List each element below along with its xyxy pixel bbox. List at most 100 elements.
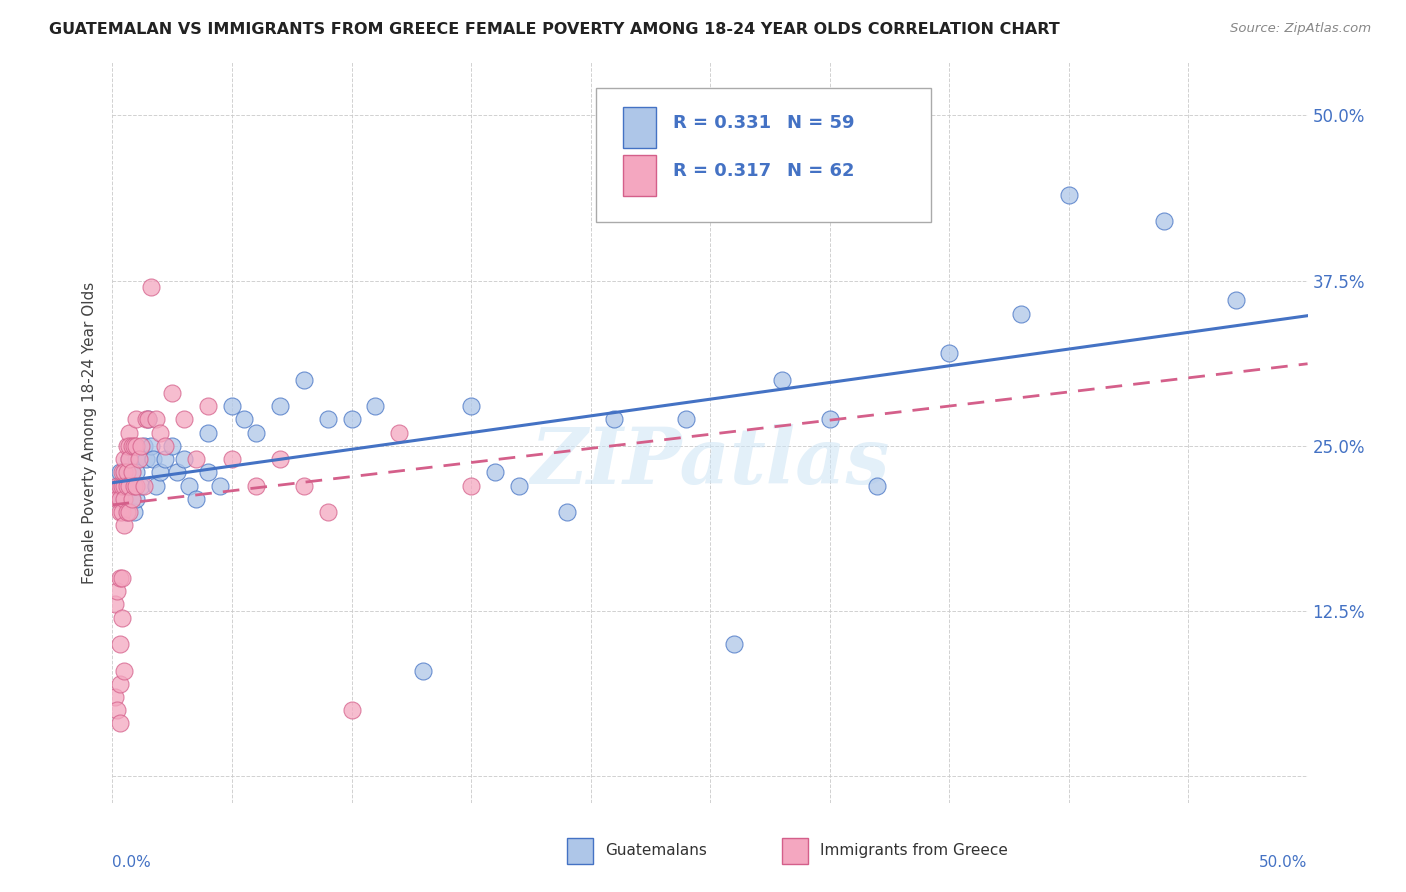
Point — [122, 505, 145, 519]
Point — [138, 412, 160, 426]
Point — [460, 478, 482, 492]
Point — [114, 518, 135, 533]
Point — [135, 452, 157, 467]
Point — [364, 399, 387, 413]
Point — [111, 611, 134, 625]
Point — [114, 478, 135, 492]
Point — [129, 478, 152, 492]
Point — [125, 439, 148, 453]
Point — [115, 505, 138, 519]
Point — [121, 439, 143, 453]
Point — [105, 584, 128, 599]
Point — [125, 412, 148, 426]
Point — [105, 703, 128, 717]
Point — [221, 399, 243, 413]
Point — [142, 452, 165, 467]
Point — [340, 703, 363, 717]
Point — [118, 425, 141, 440]
Point — [114, 465, 135, 479]
Bar — [623, 107, 657, 147]
Point — [108, 677, 131, 691]
Point — [114, 491, 135, 506]
Point — [105, 478, 128, 492]
Point — [105, 478, 128, 492]
Point — [938, 346, 960, 360]
Bar — [782, 838, 808, 863]
Point — [115, 478, 138, 492]
Point — [108, 491, 131, 506]
Point — [128, 452, 150, 467]
Text: GUATEMALAN VS IMMIGRANTS FROM GREECE FEMALE POVERTY AMONG 18-24 YEAR OLDS CORREL: GUATEMALAN VS IMMIGRANTS FROM GREECE FEM… — [49, 22, 1060, 37]
Point — [603, 412, 626, 426]
Point — [1057, 187, 1080, 202]
Point — [186, 452, 208, 467]
Point — [121, 491, 143, 506]
Point — [115, 505, 138, 519]
Point — [186, 491, 208, 506]
Point — [121, 465, 143, 479]
Point — [1225, 293, 1247, 308]
Point — [388, 425, 411, 440]
Point — [111, 505, 134, 519]
Point — [135, 412, 157, 426]
Point — [770, 373, 793, 387]
Point — [114, 478, 135, 492]
Text: Source: ZipAtlas.com: Source: ZipAtlas.com — [1230, 22, 1371, 36]
Point — [114, 452, 135, 467]
Point — [111, 571, 134, 585]
Point — [108, 478, 131, 492]
Point — [111, 478, 134, 492]
Point — [105, 491, 128, 506]
Point — [114, 664, 135, 678]
Point — [723, 637, 745, 651]
Point — [149, 465, 172, 479]
Point — [138, 412, 160, 426]
Point — [129, 439, 152, 453]
Point — [108, 637, 131, 651]
Point — [108, 465, 131, 479]
Point — [114, 465, 135, 479]
Point — [118, 452, 141, 467]
Point — [115, 478, 138, 492]
Point — [177, 478, 200, 492]
Text: N = 62: N = 62 — [786, 162, 853, 180]
Point — [412, 664, 434, 678]
Point — [245, 478, 267, 492]
Point — [340, 412, 363, 426]
Point — [162, 386, 183, 401]
Point — [132, 439, 155, 453]
Point — [118, 452, 141, 467]
Point — [149, 425, 172, 440]
Point — [316, 412, 339, 426]
Point — [104, 598, 127, 612]
Text: N = 59: N = 59 — [786, 114, 853, 132]
Point — [508, 478, 530, 492]
Text: 0.0%: 0.0% — [112, 855, 152, 870]
Point — [108, 571, 131, 585]
Point — [269, 399, 291, 413]
Point — [197, 399, 219, 413]
Point — [118, 439, 141, 453]
Point — [173, 412, 195, 426]
Point — [233, 412, 256, 426]
Text: Guatemalans: Guatemalans — [605, 844, 707, 858]
Point — [121, 491, 143, 506]
Text: R = 0.317: R = 0.317 — [673, 162, 770, 180]
Y-axis label: Female Poverty Among 18-24 Year Olds: Female Poverty Among 18-24 Year Olds — [82, 282, 97, 583]
Point — [221, 452, 243, 467]
Point — [125, 491, 148, 506]
Point — [555, 505, 578, 519]
Point — [122, 478, 145, 492]
Point — [197, 465, 219, 479]
Point — [460, 399, 482, 413]
Point — [122, 478, 145, 492]
Point — [818, 412, 841, 426]
Point — [108, 716, 131, 731]
Point — [118, 505, 141, 519]
Point — [132, 478, 155, 492]
Point — [139, 280, 162, 294]
Bar — [623, 155, 657, 195]
Point — [292, 373, 315, 387]
Point — [162, 439, 183, 453]
Point — [209, 478, 232, 492]
